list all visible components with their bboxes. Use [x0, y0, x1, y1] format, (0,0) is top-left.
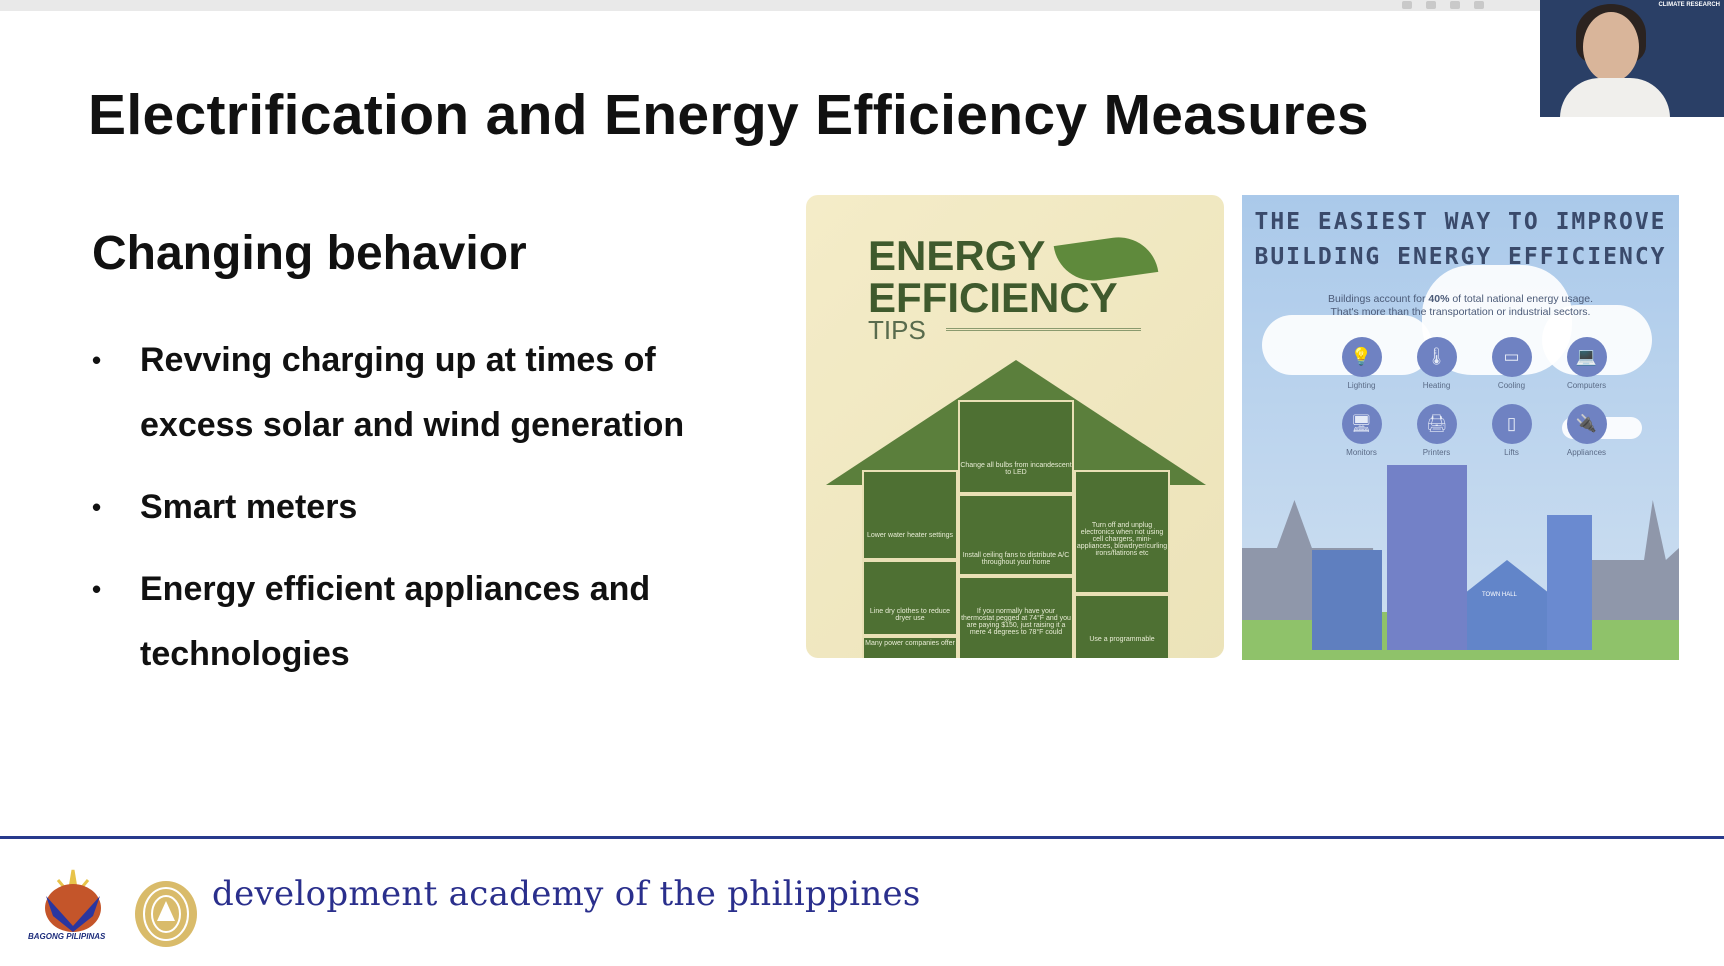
organization-name: development academy of the philippines [212, 874, 921, 914]
elevator-icon: ▯ [1491, 404, 1532, 444]
bullet-icon: • [92, 492, 102, 522]
bullet-item: • Smart meters [92, 475, 752, 540]
tip-programmable: Use a programmable [1074, 594, 1170, 658]
tip-thermostat: If you normally have your thermostat peg… [958, 576, 1074, 658]
footer-divider [0, 836, 1724, 839]
infographic-title: ENERGY EFFICIENCY [868, 232, 1118, 321]
webcam-label: CLIMATE RESEARCH [1658, 2, 1720, 8]
category-printers: 🖨 Printers [1399, 404, 1474, 457]
toolbar-icon[interactable] [1450, 1, 1460, 9]
tip-power-company: Many power companies offer [862, 636, 958, 658]
air-conditioner-icon: ▭ [1491, 337, 1532, 377]
bullet-list: • Revving charging up at times of excess … [92, 328, 752, 704]
category-appliances: 🔌 Appliances [1549, 404, 1624, 457]
slide-title: Electrification and Energy Efficiency Me… [88, 83, 1369, 147]
category-cooling: ▭ Cooling [1474, 337, 1549, 390]
building [1312, 550, 1382, 650]
category-computers: 💻 Computers [1549, 337, 1624, 390]
toolbar-icon[interactable] [1402, 1, 1412, 9]
bullet-icon: • [92, 574, 102, 604]
category-grid: 💡 Lighting 🌡 Heating ▭ Cooling 💻 Computers 🖥… [1324, 337, 1624, 457]
printer-icon: 🖨 [1416, 404, 1457, 444]
tip-water-heater: Lower water heater settings [862, 470, 958, 560]
category-lighting: 💡 Lighting [1324, 337, 1399, 390]
bullet-icon: • [92, 345, 102, 375]
house-graphic: Change all bulbs from incandescent to LE… [826, 360, 1206, 658]
town-hall [1467, 560, 1547, 650]
webcam-video[interactable]: CLIMATE RESEARCH [1540, 0, 1724, 117]
infographic-title: THE EASIEST WAY TO IMPROVE BUILDING ENERG… [1254, 209, 1667, 270]
person-face [1583, 12, 1639, 82]
infographic-text: Buildings account for 40% of total natio… [1327, 293, 1594, 318]
plug-icon: 🔌 [1566, 404, 1607, 444]
slide-subtitle: Changing behavior [92, 227, 527, 280]
energy-efficiency-tips-infographic: ENERGY EFFICIENCY TIPS Change all bulbs f… [806, 195, 1224, 658]
tip-ceiling-fan: Install ceiling fans to distribute A/C t… [958, 494, 1074, 576]
main-building [1387, 465, 1467, 650]
town-hall-label: TOWN HALL [1482, 592, 1517, 598]
category-lifts: ▯ Lifts [1474, 404, 1549, 457]
bagong-pilipinas-label: BAGONG PILIPINAS [28, 932, 106, 941]
tip-line-dry: Line dry clothes to reduce dryer use [862, 560, 958, 636]
toolbar-icon[interactable] [1474, 1, 1484, 9]
bullet-text: Energy efficient appliances and technolo… [140, 570, 651, 673]
bullet-text: Revving charging up at times of excess s… [140, 341, 685, 444]
bagong-pilipinas-logo [45, 869, 101, 932]
laptop-icon: 💻 [1566, 337, 1607, 377]
tip-bulb: Change all bulbs from incandescent to LE… [958, 400, 1074, 494]
bullet-item: • Energy efficient appliances and technol… [92, 557, 752, 687]
building [1547, 515, 1592, 650]
thermometer-icon: 🌡 [1416, 337, 1457, 377]
dap-seal-logo [135, 881, 197, 947]
bullet-item: • Revving charging up at times of excess … [92, 328, 752, 458]
divider [946, 328, 1141, 331]
bullet-text: Smart meters [140, 488, 358, 526]
person-body [1560, 78, 1670, 117]
lightbulb-icon: 💡 [1341, 337, 1382, 377]
category-heating: 🌡 Heating [1399, 337, 1474, 390]
tip-unplug: Turn off and unplug electronics when not… [1074, 470, 1170, 594]
monitor-icon: 🖥 [1341, 404, 1382, 444]
meeting-toolbar [0, 0, 1724, 11]
building-energy-efficiency-infographic: THE EASIEST WAY TO IMPROVE BUILDING ENERG… [1242, 195, 1679, 660]
category-monitors: 🖥 Monitors [1324, 404, 1399, 457]
infographic-subtitle: TIPS [868, 315, 926, 345]
toolbar-icon[interactable] [1426, 1, 1436, 9]
